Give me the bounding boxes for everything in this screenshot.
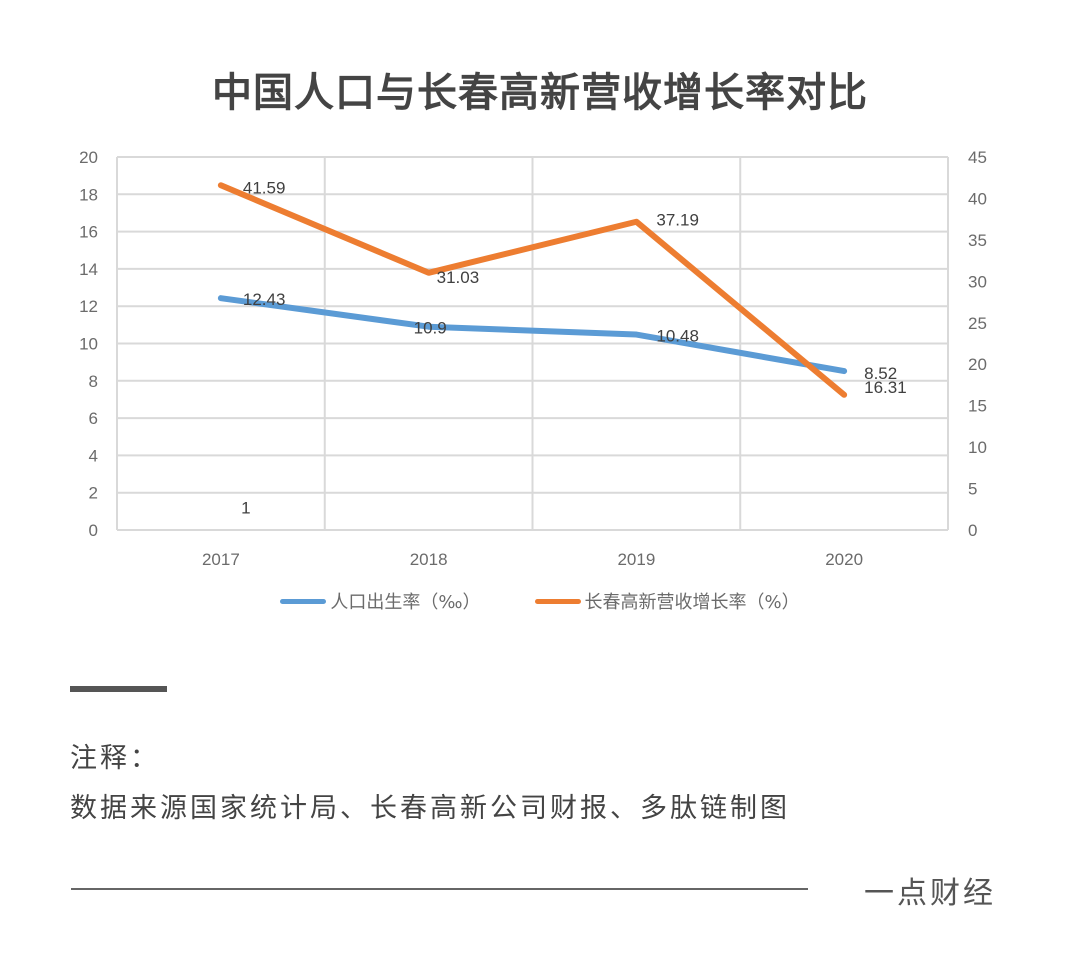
series-line-revenue-growth bbox=[217, 182, 848, 398]
x-axis: 2017 2018 2019 2020 bbox=[202, 550, 863, 569]
left-tick-label: 18 bbox=[79, 185, 98, 204]
notes-source: 数据来源国家统计局、长春高新公司财报、多肽链制图 bbox=[70, 793, 790, 824]
data-label: 10.48 bbox=[656, 327, 699, 346]
x-tick-label: 2018 bbox=[410, 550, 448, 569]
right-tick-label: 10 bbox=[968, 438, 987, 457]
right-tick-label: 0 bbox=[968, 521, 977, 540]
right-tick-label: 5 bbox=[968, 480, 977, 499]
byline: 一点财经 bbox=[864, 876, 996, 911]
chart-legend: 人口出生率（‰） 长春高新营收增长率（%） bbox=[0, 588, 1080, 614]
chart-annotations: 1 bbox=[241, 498, 250, 517]
line-chart: 0 2 4 6 8 10 12 14 16 18 20 0 5 10 15 20 25 30 35 40 45 201… bbox=[79, 148, 987, 569]
series-line-birth-rate bbox=[217, 295, 848, 375]
right-tick-label: 45 bbox=[968, 148, 987, 167]
data-label: 12.43 bbox=[243, 290, 286, 309]
right-tick-label: 25 bbox=[968, 314, 987, 333]
left-axis: 0 2 4 6 8 10 12 14 16 18 20 bbox=[79, 148, 98, 540]
left-tick-label: 4 bbox=[89, 446, 98, 465]
data-label: 16.31 bbox=[864, 378, 907, 397]
right-tick-label: 40 bbox=[968, 189, 987, 208]
x-tick-label: 2020 bbox=[825, 550, 863, 569]
legend-swatch-blue bbox=[280, 598, 327, 604]
right-tick-label: 20 bbox=[968, 355, 987, 374]
footer-rule bbox=[71, 888, 808, 890]
left-tick-label: 20 bbox=[79, 148, 98, 167]
chart-title: 中国人口与长春高新营收增长率对比 bbox=[212, 70, 868, 116]
right-axis: 0 5 10 15 20 25 30 35 40 45 bbox=[968, 148, 987, 540]
left-tick-label: 16 bbox=[79, 223, 98, 242]
chart-series bbox=[217, 182, 848, 398]
left-tick-label: 12 bbox=[79, 297, 98, 316]
stray-annotation: 1 bbox=[241, 498, 250, 517]
left-tick-label: 2 bbox=[89, 484, 98, 503]
chart-gridlines bbox=[116, 156, 949, 531]
legend-item-revenue-growth: 长春高新营收增长率（%） bbox=[534, 588, 800, 614]
left-tick-label: 0 bbox=[89, 521, 98, 540]
legend-label: 人口出生率（‰） bbox=[330, 592, 481, 613]
data-label: 8.52 bbox=[864, 364, 897, 383]
left-tick-label: 10 bbox=[79, 335, 98, 354]
right-tick-label: 15 bbox=[968, 397, 987, 416]
right-tick-label: 30 bbox=[968, 272, 987, 291]
data-labels: 12.43 10.9 10.48 8.52 41.59 31.03 37.19 16.31 bbox=[243, 178, 907, 397]
legend-swatch-orange bbox=[534, 598, 581, 604]
data-label: 10.9 bbox=[414, 319, 447, 338]
data-label: 41.59 bbox=[243, 178, 286, 197]
decorative-divider bbox=[70, 686, 167, 692]
legend-label: 长春高新营收增长率（%） bbox=[584, 592, 800, 613]
legend-item-birth-rate: 人口出生率（‰） bbox=[280, 588, 481, 614]
left-tick-label: 6 bbox=[89, 409, 98, 428]
x-tick-label: 2019 bbox=[617, 550, 655, 569]
data-label: 31.03 bbox=[437, 268, 480, 287]
x-tick-label: 2017 bbox=[202, 550, 240, 569]
left-tick-label: 14 bbox=[79, 260, 98, 279]
right-tick-label: 35 bbox=[968, 231, 987, 250]
notes-heading: 注释： bbox=[70, 743, 160, 774]
data-label: 37.19 bbox=[656, 211, 699, 230]
left-tick-label: 8 bbox=[89, 372, 98, 391]
